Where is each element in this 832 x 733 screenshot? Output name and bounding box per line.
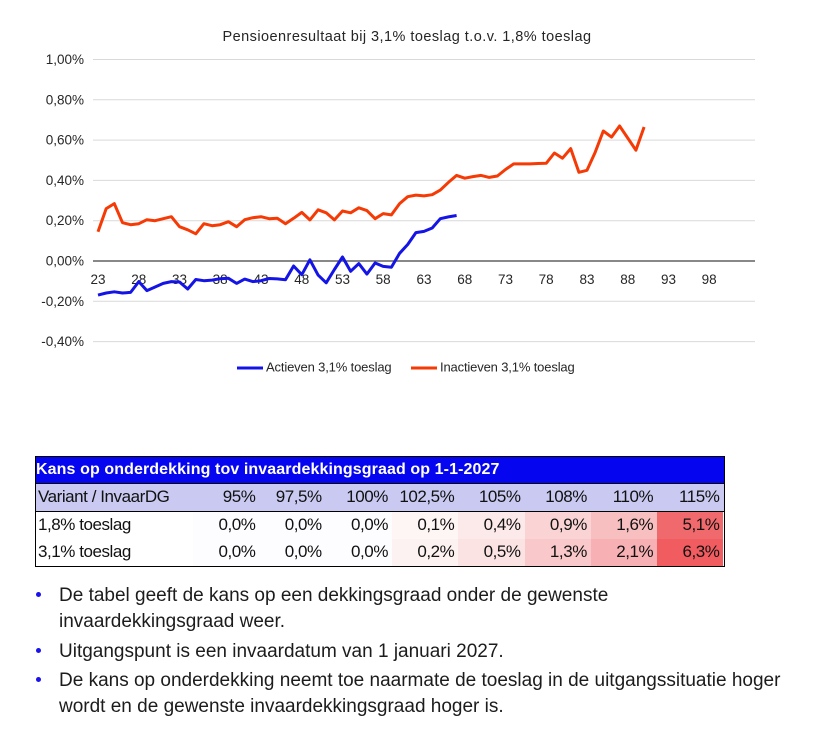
svg-text:0,20%: 0,20% [46,213,84,228]
svg-text:48: 48 [294,272,309,287]
svg-text:0,40%: 0,40% [46,173,84,188]
svg-text:0,80%: 0,80% [46,92,84,107]
svg-text:Inactieven 3,1% toeslag: Inactieven 3,1% toeslag [440,360,575,375]
svg-text:83: 83 [579,272,594,287]
svg-text:68: 68 [457,272,472,287]
svg-text:Actieven 3,1% toeslag: Actieven 3,1% toeslag [266,360,392,375]
svg-text:1,00%: 1,00% [46,52,84,67]
svg-text:23: 23 [90,272,105,287]
svg-text:63: 63 [416,272,431,287]
svg-text:0,00%: 0,00% [46,254,84,269]
svg-text:58: 58 [376,272,391,287]
svg-text:28: 28 [131,272,146,287]
svg-text:78: 78 [539,272,554,287]
svg-text:Pensioenresultaat bij 3,1% toe: Pensioenresultaat bij 3,1% toeslag t.o.v… [222,29,591,45]
svg-text:98: 98 [702,272,717,287]
svg-text:53: 53 [335,272,350,287]
svg-text:88: 88 [620,272,635,287]
svg-text:-0,40%: -0,40% [41,334,84,349]
svg-text:73: 73 [498,272,513,287]
svg-text:93: 93 [661,272,676,287]
svg-text:0,60%: 0,60% [46,133,84,148]
svg-text:-0,20%: -0,20% [41,294,84,309]
